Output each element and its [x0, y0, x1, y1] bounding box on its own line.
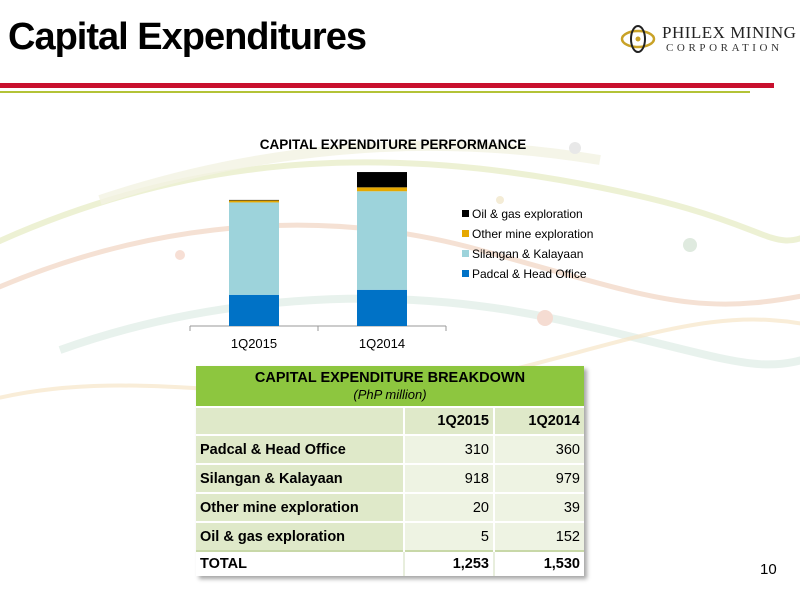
row-value: 918	[403, 463, 494, 493]
logo-text-name: PHILEX MINING	[662, 23, 797, 42]
table-row: Padcal & Head Office 310 360	[196, 434, 584, 464]
row-label: Other mine exploration	[196, 492, 404, 522]
legend-item: Other mine exploration	[462, 224, 593, 244]
bar-segment	[357, 172, 407, 188]
bar-segment	[357, 289, 407, 326]
table-header: CAPITAL EXPENDITURE BREAKDOWN (PhP milli…	[196, 366, 584, 408]
table-corner-cell	[196, 406, 404, 435]
x-tick-label: 1Q2015	[231, 336, 277, 351]
legend-label: Oil & gas exploration	[472, 207, 583, 221]
legend-swatch	[462, 230, 469, 237]
legend-item: Silangan & Kalayaan	[462, 244, 593, 264]
table-title: CAPITAL EXPENDITURE BREAKDOWN	[254, 370, 526, 386]
legend-swatch	[462, 270, 469, 277]
row-value: 310	[403, 434, 494, 464]
company-logo: PHILEX MINING CORPORATION	[618, 18, 797, 62]
row-value: 5	[403, 521, 494, 551]
chart-title: CAPITAL EXPENDITURE PERFORMANCE	[259, 137, 527, 152]
bar-segment	[229, 294, 279, 326]
legend-swatch	[462, 250, 469, 257]
legend-item: Oil & gas exploration	[462, 204, 593, 224]
bar-segment	[357, 187, 407, 192]
table-row: Oil & gas exploration 5 152	[196, 521, 584, 551]
total-label: TOTAL	[196, 550, 404, 576]
row-label: Silangan & Kalayaan	[196, 463, 404, 493]
legend-label: Other mine exploration	[472, 227, 594, 241]
row-value: 360	[493, 434, 584, 464]
bar-segment	[229, 202, 279, 295]
column-header: 1Q2015	[403, 406, 494, 435]
row-value: 20	[403, 492, 494, 522]
table-row: Other mine exploration 20 39	[196, 492, 584, 522]
row-value: 152	[493, 521, 584, 551]
column-header: 1Q2014	[493, 406, 584, 435]
table-column-headers: 1Q2015 1Q2014	[196, 406, 584, 435]
chart-legend: Oil & gas exploration Other mine explorat…	[462, 204, 593, 284]
page-number: 10	[760, 561, 777, 578]
table-subtitle: (PhP million)	[353, 387, 427, 402]
row-value: 979	[493, 463, 584, 493]
legend-item: Padcal & Head Office	[462, 264, 593, 284]
table-total-row: TOTAL 1,253 1,530	[196, 550, 584, 576]
x-tick-label: 1Q2014	[359, 336, 405, 351]
total-value: 1,253	[403, 550, 494, 576]
legend-swatch	[462, 210, 469, 217]
legend-label: Padcal & Head Office	[472, 267, 587, 281]
legend-label: Silangan & Kalayaan	[472, 247, 584, 261]
row-label: Oil & gas exploration	[196, 521, 404, 551]
header-divider-green	[0, 91, 750, 93]
table-row: Silangan & Kalayaan 918 979	[196, 463, 584, 493]
page-title: Capital Expenditures	[8, 16, 367, 58]
total-value: 1,530	[493, 550, 584, 576]
row-value: 39	[493, 492, 584, 522]
bar-segment	[229, 199, 279, 201]
logo-ring-icon	[620, 25, 656, 53]
logo-text-corporation: CORPORATION	[666, 42, 783, 54]
header-divider-red	[0, 83, 774, 88]
bar-segment	[229, 200, 279, 203]
bar-segment	[357, 191, 407, 290]
capex-breakdown-table: CAPITAL EXPENDITURE BREAKDOWN (PhP milli…	[196, 366, 584, 576]
row-label: Padcal & Head Office	[196, 434, 404, 464]
